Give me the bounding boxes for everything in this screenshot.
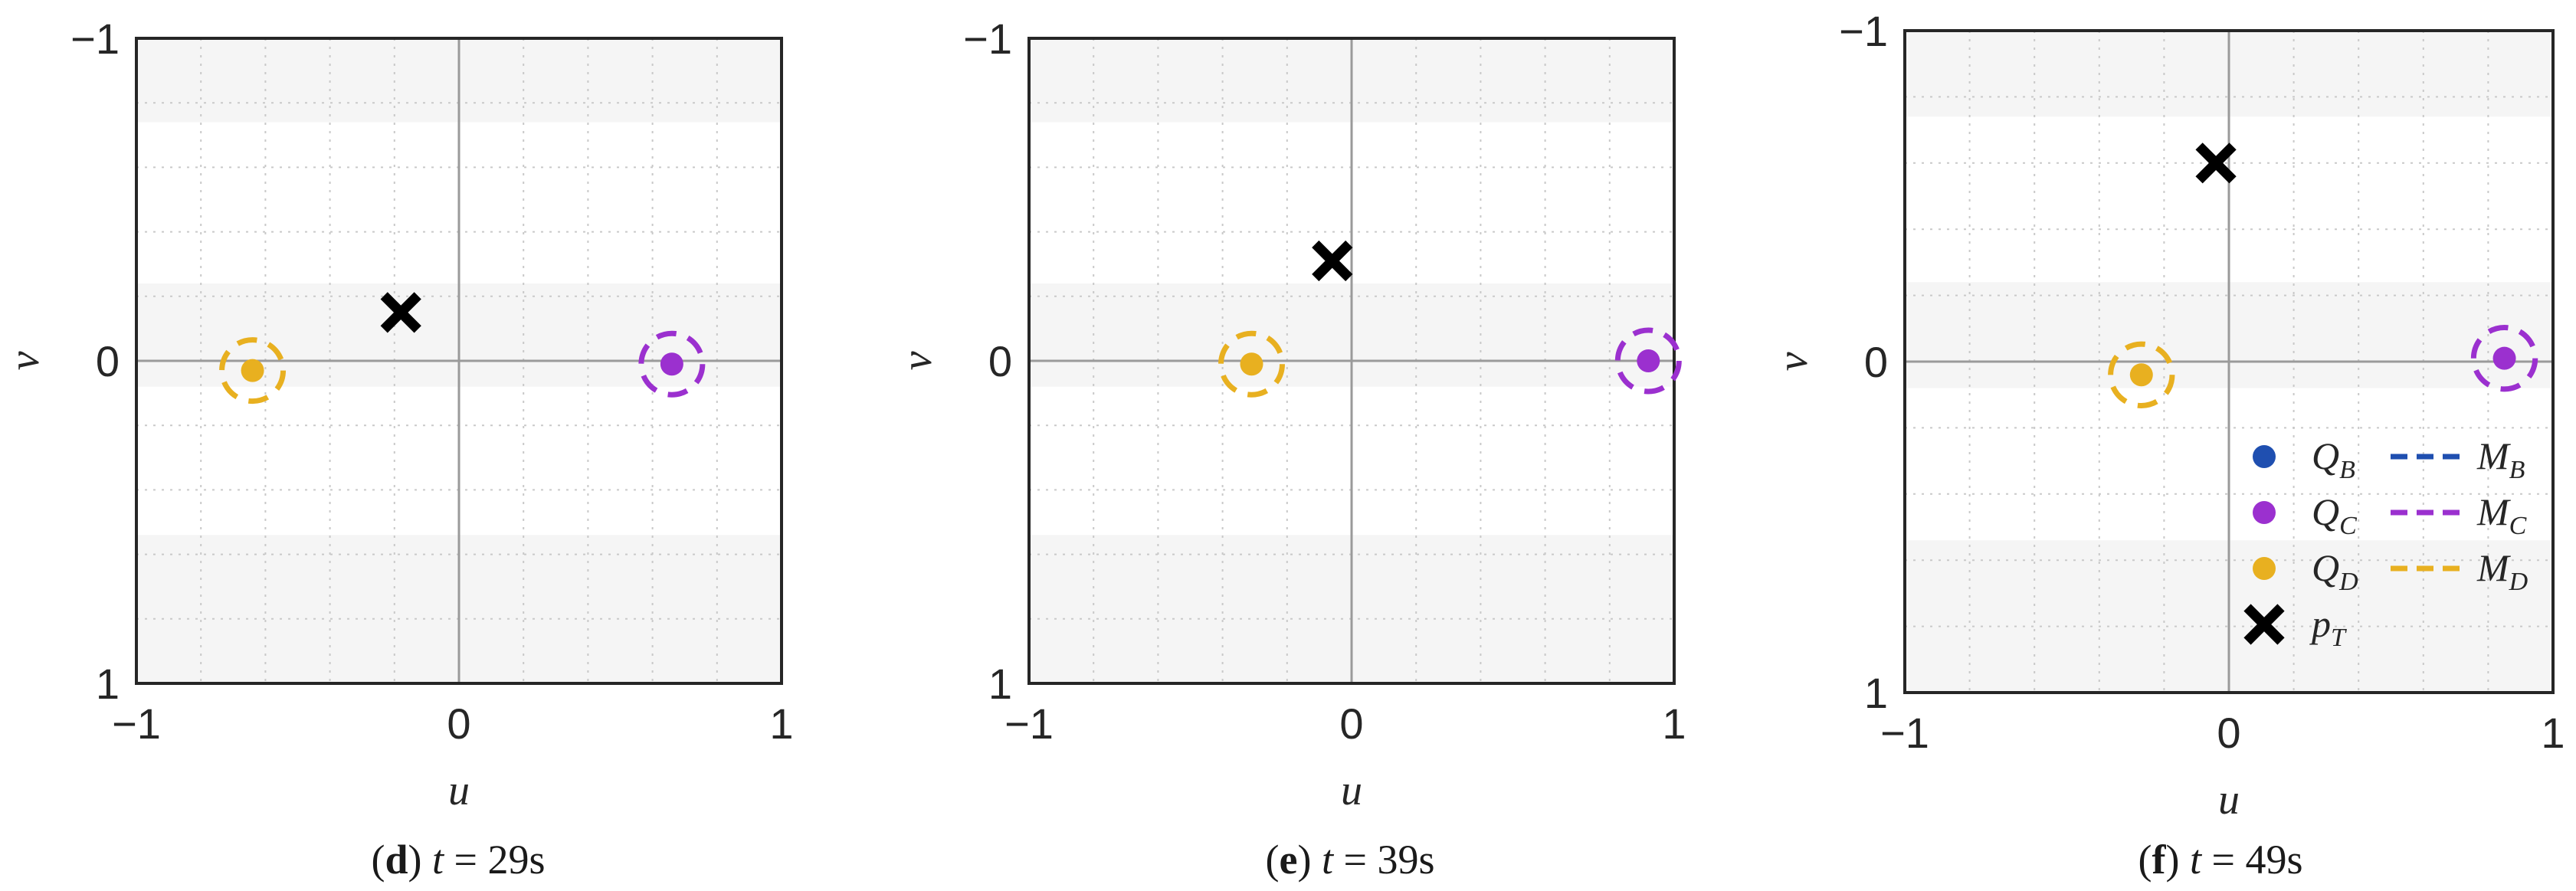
uncertainty-circle-q_d	[2108, 341, 2175, 408]
x-tick-label: 1	[2541, 709, 2565, 757]
point-q_c	[660, 352, 683, 376]
x-tick-label: 1	[1662, 699, 1686, 748]
plot-frame	[1027, 37, 1676, 685]
y-tick-label: −1	[963, 15, 1012, 63]
x-axis-label: u	[2218, 776, 2240, 824]
point-q_d	[2129, 363, 2153, 387]
y-axis-label: v	[1769, 352, 1817, 371]
y-tick-label: −1	[70, 15, 120, 63]
x-tick-label: 0	[1339, 699, 1363, 748]
point-q_d	[241, 359, 264, 382]
y-tick-label: 0	[1864, 338, 1888, 386]
legend-marker-d	[2253, 557, 2276, 580]
y-tick-label: 1	[96, 660, 120, 708]
panel-caption: (f) t = 49s	[2138, 837, 2303, 883]
x-tick-label: −1	[1880, 709, 1929, 757]
target-cross-icon	[380, 292, 421, 333]
legend-marker-label: QC	[2312, 490, 2357, 540]
plot-frame	[135, 37, 783, 685]
uncertainty-circle-q_c	[638, 330, 706, 398]
x-tick-label: 1	[769, 699, 793, 748]
x-tick-label: 0	[2217, 709, 2240, 757]
y-tick-label: −1	[1839, 7, 1888, 55]
uncertainty-circle-q_d	[1218, 330, 1285, 398]
y-tick-label: 0	[988, 337, 1012, 385]
legend-marker-b	[2253, 445, 2276, 468]
uncertainty-circle-q_d	[219, 337, 287, 405]
legend-line-label: MC	[2476, 490, 2527, 540]
panel-caption: (d) t = 29s	[372, 837, 546, 883]
y-tick-label: 0	[96, 337, 120, 385]
target-cross-icon	[1312, 240, 1353, 282]
plot-frame	[1903, 29, 2555, 694]
point-q_c	[2492, 346, 2516, 370]
x-tick-label: 0	[447, 699, 470, 748]
point-q_c	[1637, 349, 1660, 372]
legend: QB MB QC MC QD MD pT	[2243, 434, 2528, 652]
target-cross-icon	[2195, 142, 2237, 184]
legend-marker-c	[2253, 501, 2276, 524]
uncertainty-circle-q_c	[1614, 327, 1682, 395]
legend-line-label: MB	[2476, 434, 2525, 484]
x-axis-label: u	[1341, 767, 1362, 814]
y-axis-label: v	[893, 351, 941, 370]
y-tick-label: 1	[1864, 669, 1888, 717]
x-tick-label: −1	[1005, 699, 1054, 748]
legend-line-label: MD	[2476, 546, 2528, 596]
y-tick-label: 1	[988, 660, 1012, 708]
uncertainty-circle-q_c	[2470, 324, 2538, 392]
x-tick-label: −1	[112, 699, 161, 748]
legend-marker-label: pT	[2309, 602, 2347, 652]
legend-marker-label: QB	[2312, 434, 2355, 484]
legend-target-cross-icon	[2243, 604, 2285, 645]
legend-marker-label: QD	[2312, 546, 2358, 596]
x-axis-label: u	[448, 767, 470, 814]
y-axis-label: v	[1, 351, 48, 370]
point-q_d	[1240, 352, 1263, 376]
panel-caption: (e) t = 39s	[1266, 837, 1435, 883]
